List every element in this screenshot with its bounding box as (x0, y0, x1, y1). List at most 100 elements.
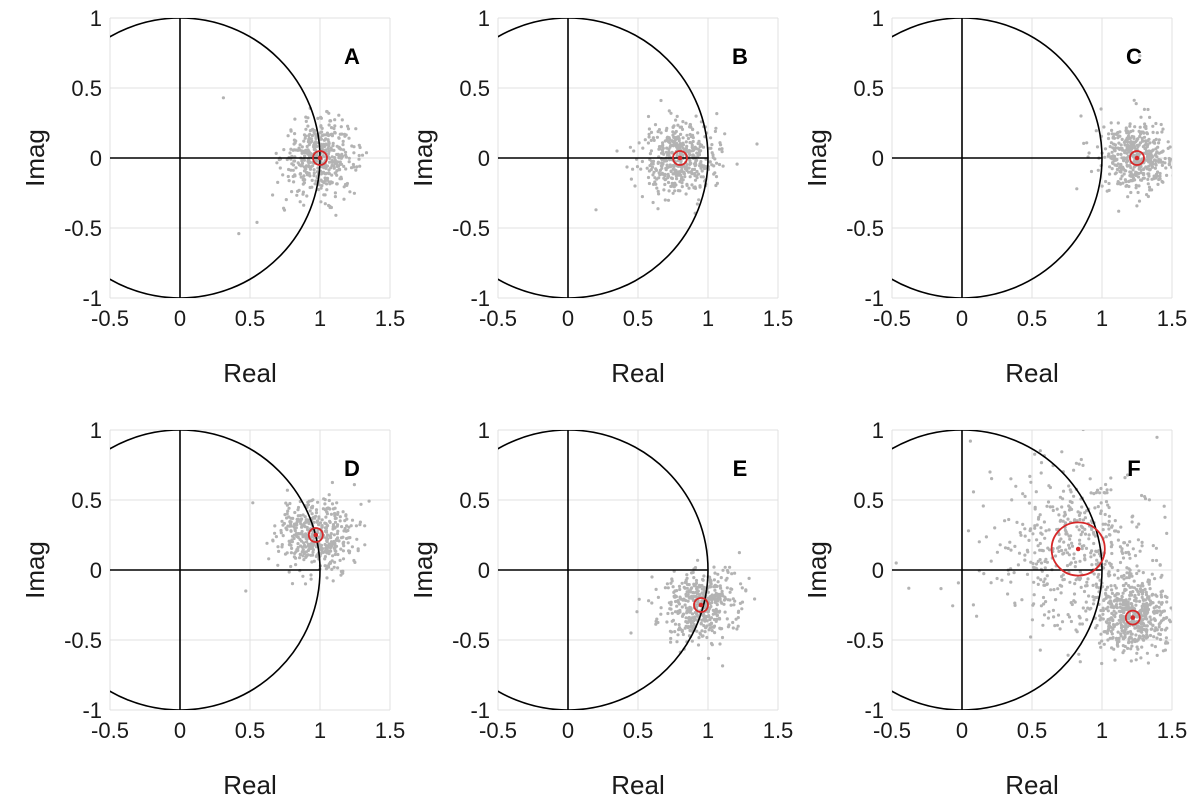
data-point (1064, 548, 1068, 552)
data-point (1143, 122, 1147, 126)
data-point (1153, 629, 1157, 633)
data-point (1127, 639, 1131, 644)
panel-label: F (1127, 456, 1140, 481)
data-point (1115, 638, 1119, 642)
outlier-point (755, 142, 759, 146)
data-point (1116, 592, 1120, 596)
data-point (296, 161, 300, 165)
data-point (737, 609, 741, 613)
data-point (689, 587, 693, 591)
data-point (1104, 559, 1109, 563)
data-point (1170, 165, 1172, 169)
data-point (1171, 174, 1172, 177)
data-point (1079, 533, 1083, 537)
data-point (977, 540, 981, 544)
data-point (1168, 159, 1172, 163)
data-point (1103, 155, 1107, 159)
data-point (294, 550, 298, 554)
data-point (1157, 625, 1161, 629)
data-point (1146, 153, 1150, 157)
data-point (325, 506, 329, 511)
data-point (1132, 579, 1136, 583)
data-point (336, 566, 340, 570)
x-tick-label: 1 (702, 306, 714, 331)
data-point (1013, 544, 1017, 549)
data-point (689, 625, 693, 629)
data-point (1085, 618, 1089, 622)
data-point (340, 525, 344, 529)
data-point (290, 540, 294, 544)
data-point (1139, 584, 1143, 588)
data-point (688, 162, 692, 166)
data-point (680, 581, 684, 585)
data-point (312, 171, 316, 175)
data-point (1109, 476, 1113, 480)
data-point (1092, 572, 1096, 576)
x-tick-label: -0.5 (479, 718, 517, 743)
data-point (1078, 570, 1082, 574)
data-point (714, 175, 719, 179)
data-point (303, 534, 307, 538)
data-point (1018, 531, 1022, 535)
data-point (285, 528, 289, 532)
plot-area (110, 430, 371, 710)
data-point (1137, 522, 1141, 526)
data-point (1115, 643, 1119, 647)
data-point (337, 136, 341, 140)
y-tick-label: 1 (90, 6, 102, 31)
data-point (1112, 624, 1116, 629)
data-point (1136, 538, 1140, 542)
data-point (333, 511, 337, 516)
y-tick-label: -0.5 (846, 628, 884, 653)
data-point (1052, 615, 1056, 619)
data-point (703, 630, 707, 634)
data-point (327, 543, 332, 547)
data-point (327, 149, 331, 154)
data-point (631, 167, 635, 171)
data-point (347, 136, 351, 140)
data-point (334, 538, 338, 542)
data-point (306, 503, 310, 507)
data-point (1025, 572, 1030, 577)
data-point (1135, 525, 1139, 529)
data-point (714, 618, 718, 622)
data-point (1141, 571, 1145, 575)
data-point (1010, 498, 1014, 502)
data-point (1155, 653, 1159, 658)
data-point (1162, 504, 1166, 508)
data-point (282, 148, 286, 152)
data-point (1062, 540, 1066, 544)
data-point (1031, 532, 1035, 536)
unit-circle (892, 18, 1103, 298)
data-point (307, 143, 311, 147)
data-point (1150, 165, 1154, 169)
data-point (1146, 177, 1150, 181)
data-point (706, 610, 710, 614)
data-point (707, 146, 712, 150)
data-point (293, 510, 297, 515)
data-point (694, 163, 698, 167)
y-tick-label: -1 (864, 698, 884, 723)
data-point (659, 612, 663, 616)
data-point (682, 612, 686, 616)
data-point (678, 587, 682, 592)
data-point (1092, 553, 1096, 557)
data-point (333, 195, 337, 199)
data-point (1119, 143, 1123, 147)
data-point (1160, 163, 1164, 167)
data-point (677, 623, 681, 627)
data-point (691, 149, 695, 153)
data-point (1139, 168, 1143, 172)
data-point (313, 182, 317, 186)
data-point (299, 175, 303, 179)
data-point (1027, 501, 1031, 505)
data-point (1069, 561, 1073, 565)
data-point (695, 174, 699, 178)
data-point (661, 150, 665, 154)
data-point (681, 136, 685, 140)
data-point (1166, 641, 1170, 645)
data-point (1106, 523, 1111, 527)
data-point (334, 213, 338, 217)
data-point (1153, 166, 1157, 170)
data-point (1151, 124, 1155, 128)
